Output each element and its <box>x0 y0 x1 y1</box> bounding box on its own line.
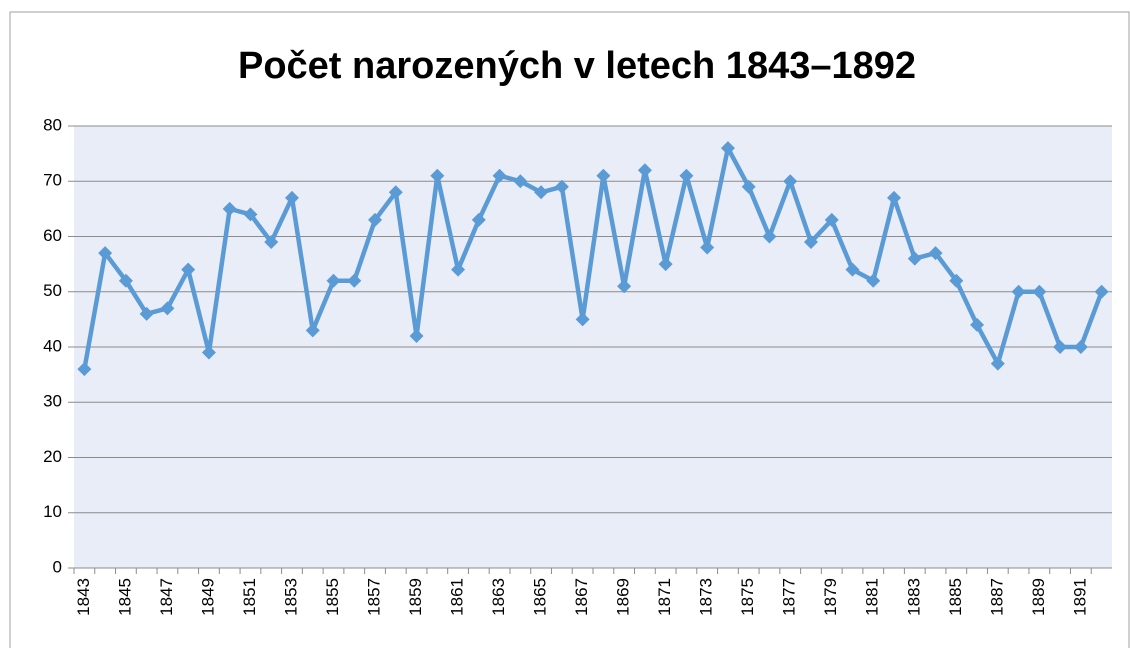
x-tick-label: 1851 <box>240 578 259 616</box>
chart-title: Počet narozených v letech 1843–1892 <box>238 45 916 87</box>
point-marker <box>326 273 341 288</box>
point-marker <box>388 185 403 200</box>
y-tick-label: 10 <box>43 502 62 521</box>
y-tick-label: 30 <box>43 392 62 411</box>
point-marker <box>949 273 964 288</box>
point-marker <box>243 207 258 222</box>
point-marker <box>720 141 735 156</box>
x-tick-label: 1887 <box>987 578 1006 616</box>
y-tick-label: 60 <box>43 226 62 245</box>
point-marker <box>1053 340 1068 354</box>
x-tick-label: 1875 <box>738 578 757 616</box>
x-tick-label: 1865 <box>531 578 550 616</box>
point-marker <box>368 212 383 227</box>
point-marker <box>700 240 715 255</box>
x-tick-label: 1843 <box>74 578 93 616</box>
point-marker <box>596 168 611 183</box>
x-tick-label: 1853 <box>281 578 300 616</box>
point-marker <box>430 168 445 183</box>
y-tick-label: 0 <box>53 557 62 576</box>
point-marker <box>1011 284 1026 299</box>
point-marker <box>803 235 818 250</box>
x-tick-label: 1855 <box>323 578 342 616</box>
x-tick-label: 1863 <box>489 578 508 616</box>
point-marker <box>575 312 590 327</box>
x-tick-label: 1881 <box>863 578 882 616</box>
x-tick-label: 1869 <box>614 578 633 616</box>
point-marker <box>451 262 466 277</box>
point-marker <box>907 251 922 266</box>
point-marker <box>990 356 1005 371</box>
point-marker <box>928 246 943 261</box>
x-tick-label: 1847 <box>157 578 176 616</box>
x-tick-label: 1861 <box>448 578 467 616</box>
point-marker <box>679 168 694 183</box>
x-tick-label: 1879 <box>821 578 840 616</box>
y-tick-label: 40 <box>43 336 62 355</box>
point-marker <box>824 212 839 227</box>
x-tick-label: 1889 <box>1029 578 1048 616</box>
point-marker <box>264 235 279 250</box>
point-marker <box>658 257 673 272</box>
x-tick-label: 1859 <box>406 578 425 616</box>
point-marker <box>409 328 424 343</box>
point-marker <box>201 345 216 360</box>
point-marker <box>139 306 154 321</box>
point-marker <box>741 179 756 194</box>
point-marker <box>118 273 133 288</box>
point-marker <box>98 246 113 261</box>
point-marker <box>77 362 92 377</box>
y-tick-label: 50 <box>43 281 62 300</box>
point-marker <box>845 262 860 277</box>
x-tick-label: 1891 <box>1070 578 1089 616</box>
point-marker <box>970 317 985 332</box>
point-marker <box>471 212 486 227</box>
point-marker <box>181 262 196 277</box>
x-tick-label: 1845 <box>115 578 134 616</box>
point-marker <box>866 273 881 288</box>
point-marker <box>1094 284 1109 299</box>
point-marker <box>554 179 569 194</box>
point-marker <box>492 168 507 183</box>
point-marker <box>783 174 798 189</box>
point-marker <box>513 174 528 189</box>
point-marker <box>1073 340 1088 354</box>
x-tick-label: 1857 <box>365 578 384 616</box>
x-tick-label: 1849 <box>198 578 217 616</box>
y-tick-label: 70 <box>43 171 62 190</box>
point-marker <box>637 163 652 178</box>
x-tick-label: 1873 <box>697 578 716 616</box>
point-marker <box>762 229 777 244</box>
y-tick-label: 20 <box>43 447 62 466</box>
point-marker <box>284 190 299 205</box>
point-marker <box>305 323 320 338</box>
x-tick-label: 1883 <box>904 578 923 616</box>
y-tick-label: 80 <box>43 115 62 134</box>
x-tick-label: 1871 <box>655 578 674 616</box>
point-marker <box>1032 284 1047 299</box>
point-marker <box>347 273 362 288</box>
x-tick-label: 1867 <box>572 578 591 616</box>
point-marker <box>534 185 549 200</box>
point-marker <box>222 201 237 216</box>
point-marker <box>160 301 175 316</box>
point-marker <box>887 190 902 205</box>
x-tick-label: 1885 <box>946 578 965 616</box>
x-tick-label: 1877 <box>780 578 799 616</box>
point-marker <box>617 279 632 294</box>
